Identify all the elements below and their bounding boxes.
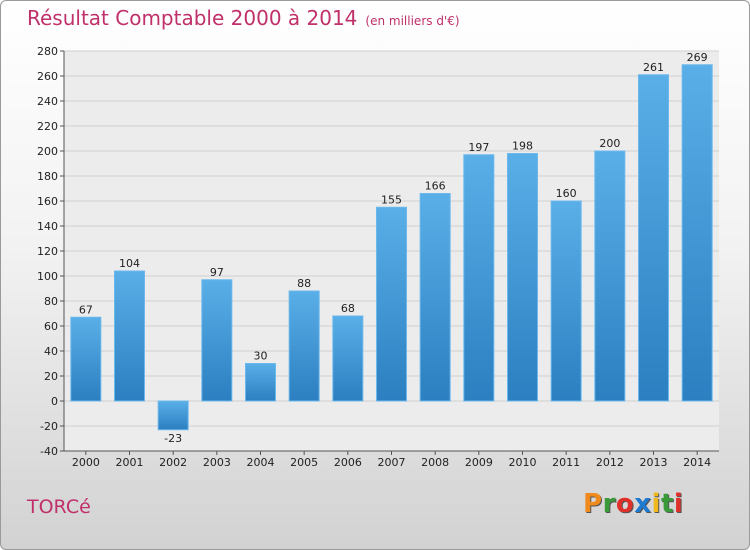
x-tick-label: 2010	[509, 456, 537, 469]
x-tick-label: 2004	[247, 456, 275, 469]
y-tick-label: 120	[37, 245, 58, 258]
bar	[70, 316, 102, 402]
bar-value-label: 104	[119, 257, 140, 270]
bar-value-label: 166	[425, 180, 446, 193]
x-tick-label: 2005	[290, 456, 318, 469]
chart-title: Résultat Comptable 2000 à 2014 (en millie…	[27, 6, 460, 30]
bar	[332, 315, 364, 402]
x-tick-label: 2000	[72, 456, 100, 469]
bar-value-label: 269	[687, 51, 708, 64]
logo-letter: P	[583, 489, 603, 519]
x-tick-label: 2009	[465, 456, 493, 469]
y-tick-label: 220	[37, 120, 58, 133]
bar-value-label: 261	[643, 61, 664, 74]
x-tick-label: 2001	[116, 456, 144, 469]
logo-letter: i	[651, 489, 661, 519]
y-tick-label: 20	[44, 370, 58, 383]
logo-letter: t	[660, 489, 674, 519]
y-tick-label: 0	[51, 395, 58, 408]
bar-value-label: 198	[512, 140, 533, 153]
x-tick-label: 2011	[552, 456, 580, 469]
y-tick-label: 260	[37, 70, 58, 83]
bar	[463, 154, 495, 402]
commune-name: TORCé	[27, 496, 91, 518]
y-tick-label: 240	[37, 95, 58, 108]
y-tick-label: -40	[40, 445, 58, 458]
y-tick-label: 280	[37, 45, 58, 58]
bar-value-label: 197	[468, 141, 489, 154]
x-tick-label: 2012	[596, 456, 624, 469]
logo-letter: i	[673, 489, 684, 519]
bar	[201, 279, 233, 402]
bar	[114, 270, 145, 402]
x-tick-label: 2003	[203, 456, 231, 469]
y-tick-label: 100	[37, 270, 58, 283]
x-tick-label: 2002	[159, 456, 187, 469]
proxiti-logo: Proxiti	[583, 489, 683, 519]
x-tick-label: 2007	[378, 456, 406, 469]
bar	[157, 400, 189, 431]
title-text: Résultat Comptable 2000 à 2014	[27, 6, 358, 30]
bar-value-label: 67	[79, 303, 93, 316]
x-tick-label: 2014	[683, 456, 711, 469]
y-tick-label: 140	[37, 220, 58, 233]
bar	[638, 74, 669, 402]
y-tick-label: 60	[44, 320, 58, 333]
bar	[507, 153, 538, 402]
title-unit: (en milliers d'€)	[365, 14, 460, 28]
bar	[419, 193, 451, 402]
x-tick-label: 2006	[334, 456, 362, 469]
bar-value-label: 155	[381, 193, 402, 206]
x-tick-label: 2008	[421, 456, 449, 469]
bar-value-label: 97	[210, 266, 224, 279]
logo-letter: o	[615, 489, 635, 519]
y-tick-label: 40	[44, 345, 58, 358]
bar-value-label: 200	[599, 137, 620, 150]
bar	[594, 150, 626, 402]
bar-value-label: 88	[297, 277, 311, 290]
y-tick-label: 200	[37, 145, 58, 158]
bar	[376, 206, 407, 402]
bar-value-label: -23	[164, 432, 182, 445]
y-tick-label: -20	[40, 420, 58, 433]
bar	[681, 64, 713, 402]
bar	[245, 363, 276, 402]
bar	[288, 290, 320, 402]
bar-value-label: 30	[254, 350, 268, 363]
bar	[550, 200, 582, 402]
logo-letter: x	[634, 489, 652, 519]
y-tick-label: 180	[37, 170, 58, 183]
x-tick-label: 2013	[640, 456, 668, 469]
logo-letter: r	[602, 489, 616, 519]
y-tick-label: 80	[44, 295, 58, 308]
bar-value-label: 68	[341, 302, 355, 315]
y-tick-label: 160	[37, 195, 58, 208]
bar-value-label: 160	[556, 187, 577, 200]
